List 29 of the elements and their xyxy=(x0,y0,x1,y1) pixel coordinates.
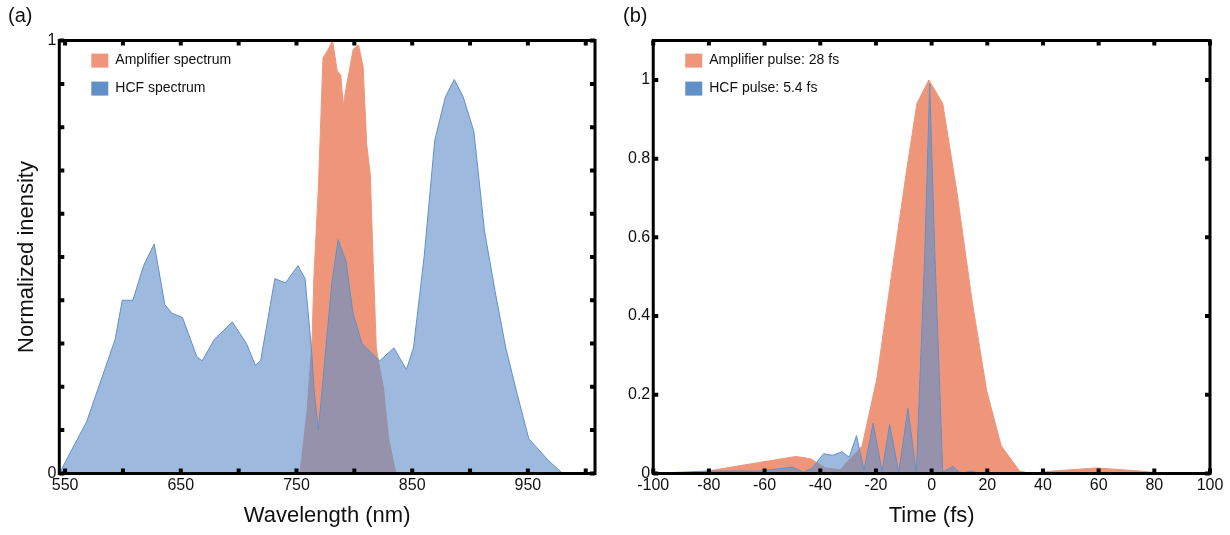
x-axis-title: Wavelength (nm) xyxy=(243,501,411,527)
text: (b) xyxy=(623,4,648,27)
text: (a) xyxy=(8,4,33,27)
x-tick-label: -20 xyxy=(864,476,888,494)
legend-label: Amplifier pulse: 28 fs xyxy=(709,51,840,68)
x-tick-label: 20 xyxy=(978,476,997,494)
x-tick-label: -80 xyxy=(697,476,721,494)
x-tick-label: 0 xyxy=(927,476,937,494)
y-axis-title: Normalized inensity xyxy=(13,161,39,353)
legend-label: Amplifier spectrum xyxy=(115,51,232,68)
x-tick-label: 100 xyxy=(1196,476,1224,494)
y-tick-label: 0.8 xyxy=(627,149,651,167)
x-tick-label: -60 xyxy=(753,476,777,494)
x-tick-label: 650 xyxy=(167,476,195,494)
x-tick-label: 80 xyxy=(1145,476,1164,494)
x-tick-label: 40 xyxy=(1034,476,1052,494)
x-tick-label: -40 xyxy=(808,476,832,494)
legend-label: HCF pulse: 5.4 fs xyxy=(709,79,818,96)
y-tick-label: 0.4 xyxy=(627,306,651,324)
y-tick-label: 1 xyxy=(47,31,57,49)
legend-label: HCF spectrum xyxy=(115,79,206,96)
y-tick-label: 0.2 xyxy=(627,385,651,403)
x-tick-label: 950 xyxy=(514,476,542,494)
x-axis-title: Time (fs) xyxy=(888,501,975,527)
y-tick-label: 0.6 xyxy=(627,227,651,245)
y-tick-label: 1 xyxy=(641,70,651,88)
x-tick-label: 60 xyxy=(1089,476,1108,494)
x-tick-label: 850 xyxy=(398,476,426,494)
x-tick-label: 750 xyxy=(283,476,310,494)
